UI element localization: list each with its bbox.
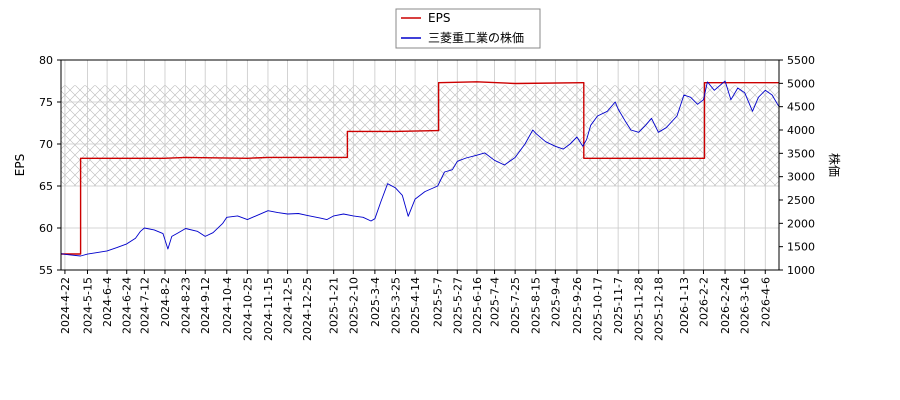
legend-eps-label: EPS: [428, 11, 450, 25]
x-tick-label: 2025-7-4: [489, 277, 502, 327]
x-tick-label: 2025-3-25: [389, 277, 402, 334]
x-tick-label: 2025-7-25: [509, 277, 522, 334]
x-tick-label: 2024-8-2: [159, 277, 172, 327]
x-tick-label: 2025-5-7: [432, 277, 445, 327]
right-axis-ticks: 1000 1500 2000 2500 3000 3500 4000 4500 5000 5500: [779, 54, 815, 277]
x-tick-label: 2024-12-25: [301, 277, 314, 341]
x-tick-label: 2025-6-16: [471, 277, 484, 334]
left-tick-label: 55: [39, 264, 53, 277]
left-tick-label: 70: [39, 138, 53, 151]
right-tick-label: 2500: [787, 194, 815, 207]
left-axis-title: EPS: [13, 154, 27, 176]
x-tick-label: 2025-1-21: [328, 277, 341, 334]
plot-frame: [60, 59, 780, 271]
left-tick-label: 80: [39, 54, 53, 67]
x-tick-label: 2026-3-16: [739, 277, 752, 334]
x-tick-label: 2024-6-24: [121, 277, 134, 334]
right-tick-label: 5500: [787, 54, 815, 67]
x-tick-label: 2025-11-7: [612, 277, 625, 334]
grid-lines: [61, 59, 779, 271]
right-axis-title: 株価: [827, 153, 842, 177]
x-tick-label: 2025-10-17: [592, 277, 605, 341]
x-tick-label: 2024-9-12: [199, 277, 212, 334]
x-tick-label: 2024-6-4: [101, 277, 114, 327]
right-tick-label: 1500: [787, 241, 815, 254]
eps-series-line: [61, 81, 779, 255]
x-tick-label: 2024-11-15: [262, 277, 275, 341]
right-tick-label: 4000: [787, 124, 815, 137]
legend: EPS 三菱重工業の株価: [395, 8, 541, 49]
x-tick-label: 2025-5-27: [451, 277, 464, 334]
x-tick-label: 2026-1-13: [678, 277, 691, 334]
left-axis-ticks: 55 60 65 70 75 80: [39, 54, 61, 277]
x-tick-label: 2024-10-25: [241, 277, 254, 341]
right-tick-label: 1000: [787, 264, 815, 277]
x-tick-label: 2024-5-15: [81, 277, 94, 334]
x-tick-label: 2025-2-10: [347, 277, 360, 334]
x-axis-ticks: 2024-4-22 2024-5-15 2024-6-4 2024-6-24 2024-…: [59, 270, 772, 341]
x-tick-label: 2024-4-22: [59, 277, 72, 334]
x-tick-label: 2025-11-28: [633, 277, 646, 341]
right-tick-label: 2000: [787, 217, 815, 230]
right-tick-label: 3000: [787, 171, 815, 184]
x-tick-label: 2024-10-4: [221, 277, 234, 334]
left-tick-label: 65: [39, 180, 53, 193]
x-tick-label: 2025-9-4: [549, 277, 562, 327]
x-tick-label: 2025-9-26: [571, 277, 584, 334]
left-tick-label: 60: [39, 222, 53, 235]
x-tick-label: 2025-3-4: [369, 277, 382, 327]
stock-price-series-line: [61, 80, 779, 257]
x-tick-label: 2025-12-18: [652, 277, 665, 341]
x-tick-label: 2024-7-12: [138, 277, 151, 334]
x-tick-label: 2025-4-14: [409, 277, 422, 334]
right-tick-label: 3500: [787, 147, 815, 160]
x-tick-label: 2024-12-5: [282, 277, 295, 334]
x-tick-label: 2026-4-6: [759, 277, 772, 327]
x-tick-label: 2026-2-24: [719, 277, 732, 334]
x-tick-label: 2026-2-2: [697, 277, 710, 327]
legend-box: [395, 8, 541, 49]
series-layer: [61, 80, 779, 257]
x-tick-label: 2024-8-23: [180, 277, 193, 334]
eps-range-band: [61, 85, 779, 186]
right-tick-label: 5000: [787, 77, 815, 90]
x-tick-label: 2025-8-15: [530, 277, 543, 334]
legend-price-label: 三菱重工業の株価: [428, 30, 524, 45]
left-tick-label: 75: [39, 96, 53, 109]
right-tick-label: 4500: [787, 101, 815, 114]
